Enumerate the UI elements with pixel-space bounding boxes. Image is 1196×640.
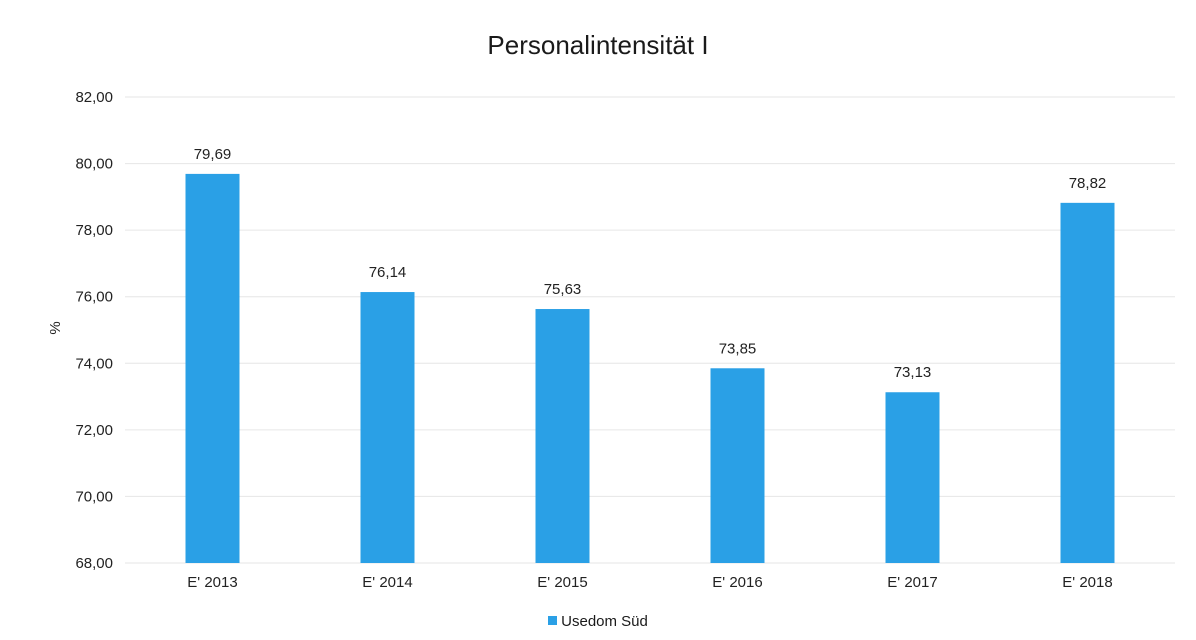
x-category-label: E' 2014 (362, 574, 412, 591)
data-label: 78,82 (1069, 175, 1107, 192)
chart-title: Personalintensität I (487, 30, 709, 60)
data-label: 73,85 (719, 340, 757, 357)
y-tick-label: 74,00 (75, 355, 113, 372)
x-category-label: E' 2017 (887, 574, 937, 591)
gridlines (125, 96, 1175, 564)
bar (710, 368, 765, 563)
bars (185, 173, 1115, 563)
y-tick-label: 70,00 (75, 488, 113, 505)
bar (185, 173, 240, 563)
bar (360, 292, 415, 563)
data-label: 75,63 (544, 281, 582, 298)
bar (885, 392, 940, 563)
x-category-label: E' 2015 (537, 574, 587, 591)
y-axis-title: % (47, 321, 64, 334)
y-tick-label: 76,00 (75, 289, 113, 306)
y-tick-label: 68,00 (75, 555, 113, 572)
y-axis-ticks: 68,00 70,00 72,00 74,00 76,00 78,00 80,00 82,00 (75, 89, 113, 572)
data-labels: 79,69 76,14 75,63 73,85 73,13 78,82 (194, 146, 1107, 381)
data-label: 79,69 (194, 146, 232, 163)
y-tick-label: 82,00 (75, 89, 113, 106)
legend: Usedom Süd (0, 613, 1196, 630)
legend-swatch (548, 616, 558, 625)
x-category-label: E' 2018 (1062, 574, 1112, 591)
bar (535, 309, 590, 563)
data-label: 76,14 (369, 264, 407, 281)
bar (1060, 202, 1115, 563)
x-axis-categories: E' 2013 E' 2014 E' 2015 E' 2016 E' 2017 E' 20… (187, 574, 1112, 591)
y-tick-label: 72,00 (75, 422, 113, 439)
y-tick-label: 78,00 (75, 222, 113, 239)
legend-label: Usedom Süd (561, 613, 648, 630)
data-label: 73,13 (894, 364, 932, 381)
x-category-label: E' 2013 (187, 574, 237, 591)
x-category-label: E' 2016 (712, 574, 762, 591)
y-tick-label: 80,00 (75, 156, 113, 173)
